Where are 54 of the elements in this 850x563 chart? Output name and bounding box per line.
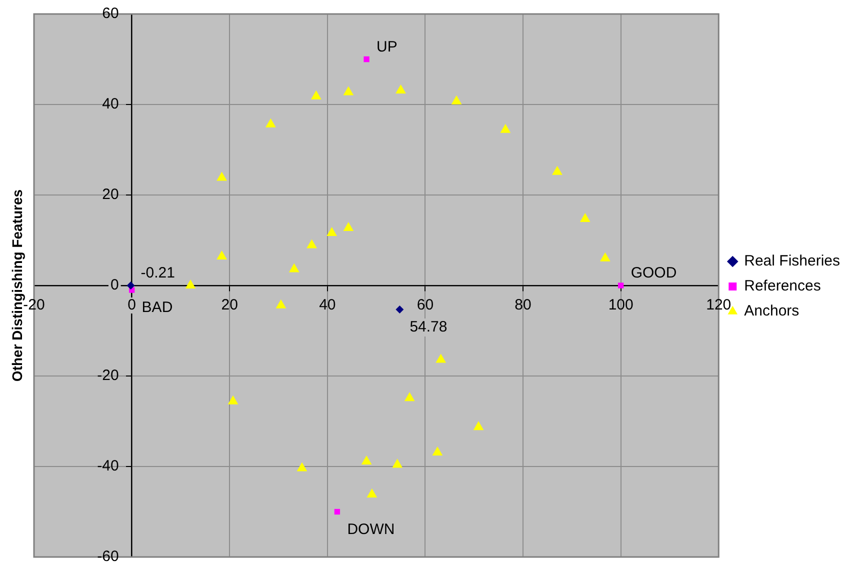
y-tick-label: 60 bbox=[102, 5, 119, 22]
annotation: UP bbox=[376, 38, 398, 56]
point bbox=[404, 392, 415, 402]
point bbox=[618, 282, 624, 288]
legend-label: Anchors bbox=[744, 302, 800, 320]
y-tick-label: -40 bbox=[97, 458, 119, 475]
annotation: DOWN bbox=[347, 520, 395, 538]
annotation: GOOD bbox=[630, 264, 677, 282]
x-tick-label: 40 bbox=[319, 296, 336, 314]
x-tick-label: 20 bbox=[221, 296, 238, 314]
annotation: -0.21 bbox=[140, 264, 175, 282]
x-tick-label: 80 bbox=[514, 296, 532, 314]
y-tick-label: 40 bbox=[102, 96, 119, 113]
point bbox=[288, 263, 300, 272]
point bbox=[343, 86, 354, 96]
y-tick-label: 0 bbox=[110, 276, 119, 294]
point bbox=[216, 172, 227, 181]
point bbox=[185, 280, 196, 288]
legend-label: References bbox=[744, 278, 821, 295]
point bbox=[276, 299, 286, 308]
point bbox=[436, 354, 446, 363]
x-tick-label: 0 bbox=[128, 296, 136, 314]
point bbox=[396, 305, 404, 314]
y-axis-title: Other Distingishing Features bbox=[8, 189, 25, 382]
x-tick-label: 100 bbox=[608, 296, 634, 314]
point bbox=[306, 239, 317, 248]
point bbox=[473, 421, 484, 430]
point bbox=[265, 118, 276, 128]
point bbox=[216, 250, 227, 260]
y-tick-label: -60 bbox=[97, 548, 119, 563]
point bbox=[552, 166, 562, 175]
y-tick-label: 20 bbox=[102, 186, 119, 204]
y-tick-label: -20 bbox=[97, 367, 119, 384]
point bbox=[310, 90, 322, 100]
point bbox=[126, 282, 135, 290]
point bbox=[451, 95, 462, 104]
x-tick-label: 60 bbox=[416, 296, 434, 314]
point bbox=[361, 456, 372, 465]
x-tick-label: 120 bbox=[706, 296, 732, 314]
point bbox=[580, 212, 590, 222]
point bbox=[334, 508, 340, 515]
annotation: BAD bbox=[142, 299, 173, 316]
point bbox=[500, 124, 511, 133]
point bbox=[392, 458, 403, 468]
annotation: 54.78 bbox=[410, 318, 448, 336]
point bbox=[326, 227, 338, 236]
point bbox=[432, 446, 443, 456]
point bbox=[343, 222, 354, 232]
point bbox=[396, 84, 406, 94]
point bbox=[228, 395, 238, 404]
point bbox=[600, 252, 610, 262]
point bbox=[296, 462, 308, 472]
legend-label: Real Fisheries bbox=[744, 252, 840, 270]
point bbox=[366, 488, 378, 498]
